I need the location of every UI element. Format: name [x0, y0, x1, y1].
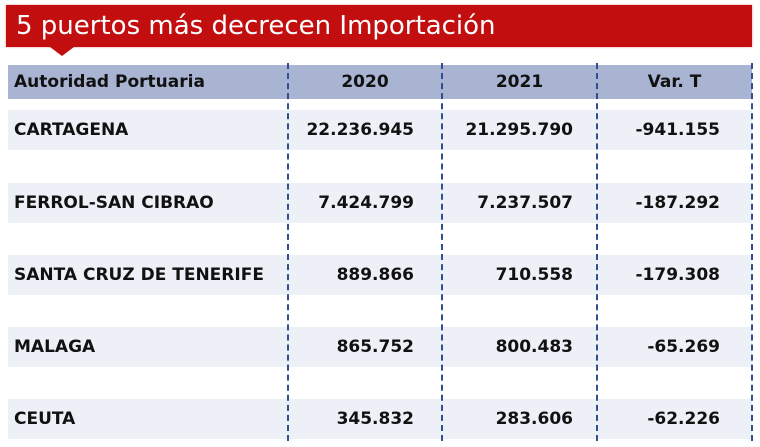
port-name: CEUTA	[14, 409, 76, 429]
table-row: CEUTA 345.832 283.606 -62.226	[8, 399, 752, 439]
header-port: Autoridad Portuaria	[14, 72, 205, 92]
value-var: -941.155	[635, 120, 721, 140]
table-row: SANTA CRUZ DE TENERIFE 889.866 710.558 -179…	[8, 255, 752, 295]
column-divider	[596, 63, 598, 441]
table-row: FERROL-SAN CIBRAO 7.424.799 7.237.507 -187.…	[8, 183, 752, 223]
value-var: -187.292	[635, 193, 721, 213]
value-2020: 22.236.945	[306, 120, 414, 140]
title-pointer	[50, 47, 74, 56]
port-name: CARTAGENA	[14, 120, 129, 140]
value-2021: 21.295.790	[465, 120, 573, 140]
value-2021: 283.606	[495, 409, 573, 429]
table-row: CARTAGENA 22.236.945 21.295.790 -941.155	[8, 110, 752, 150]
port-name: SANTA CRUZ DE TENERIFE	[14, 265, 264, 285]
port-name: FERROL-SAN CIBRAO	[14, 193, 214, 213]
column-divider	[441, 63, 443, 441]
header-2021: 2021	[495, 72, 544, 92]
value-var: -62.226	[647, 409, 720, 429]
table-row: MALAGA 865.752 800.483 -65.269	[8, 327, 752, 367]
value-2021: 710.558	[495, 265, 573, 285]
header-var: Var. T	[647, 72, 702, 92]
value-2021: 800.483	[495, 337, 573, 357]
value-2020: 865.752	[336, 337, 414, 357]
header-row: Autoridad Portuaria 2020 2021 Var. T	[8, 65, 752, 99]
table-title: 5 puertos más decrecen Importación	[6, 5, 752, 47]
column-divider	[751, 63, 753, 441]
value-2020: 345.832	[336, 409, 414, 429]
value-2021: 7.237.507	[477, 193, 573, 213]
value-2020: 7.424.799	[318, 193, 414, 213]
value-var: -65.269	[647, 337, 720, 357]
value-2020: 889.866	[336, 265, 414, 285]
value-var: -179.308	[635, 265, 721, 285]
column-divider	[287, 63, 289, 441]
port-name: MALAGA	[14, 337, 96, 357]
header-2020: 2020	[341, 72, 389, 92]
